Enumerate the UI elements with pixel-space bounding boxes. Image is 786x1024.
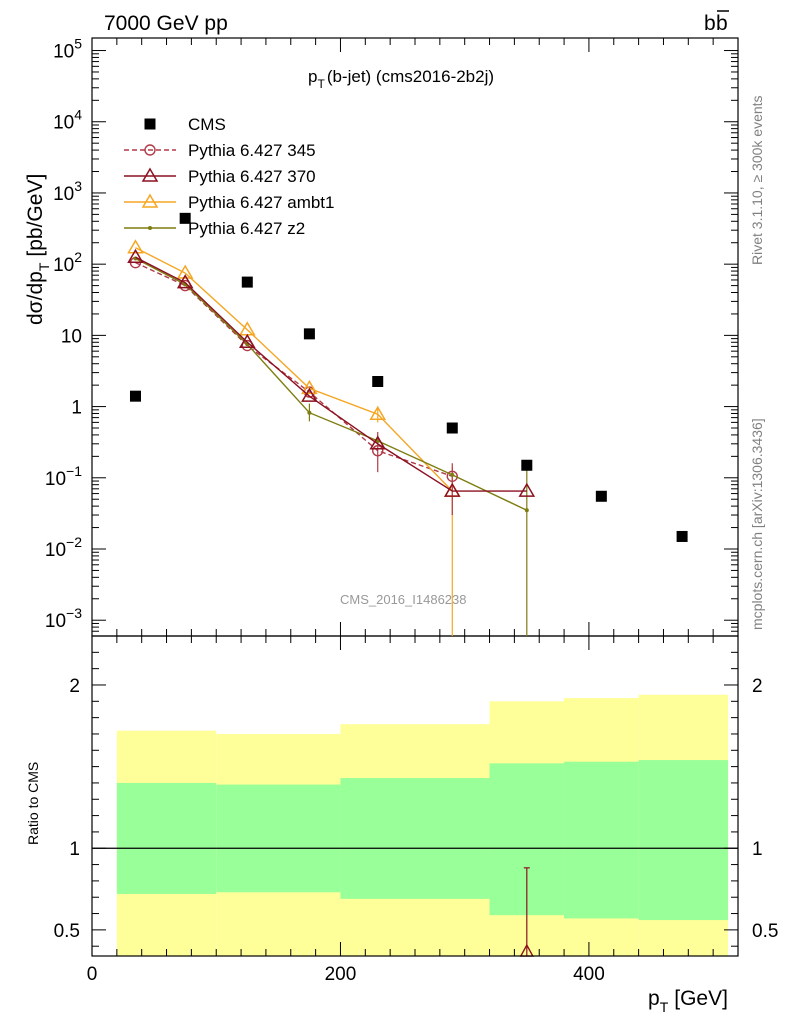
y-axis-label: dσ/dpT[pb/GeV] [24, 174, 52, 325]
data-point-p370 [301, 387, 318, 402]
ratio-tick-label-right: 0.5 [752, 921, 778, 942]
data-point-z2 [450, 472, 455, 477]
ratio-band-green [116, 782, 217, 894]
main-panel: 10−3 10−2 10−1 1 10 102 103 104 105 [45, 36, 739, 956]
data-point-cms [129, 390, 141, 402]
ratio-tick-label: 2 [69, 676, 80, 697]
data-point-cms [595, 490, 607, 502]
rivet-version-text: Rivet 3.1.10, ≥ 300k events [749, 95, 765, 265]
data-point-cms [676, 530, 688, 542]
plot-title: pT (b-jet) (cms2016-2b2j) [308, 67, 494, 91]
process-b: b [704, 12, 716, 35]
data-point-cms [446, 422, 458, 434]
legend-label-z2: Pythia 6.427 z2 [188, 219, 305, 238]
data-point-p345 [446, 470, 458, 482]
legend-marker-z2 [148, 226, 152, 230]
ratio-axis-label: Ratio to CMS [25, 762, 41, 845]
ratio-tick-label: 0.5 [54, 921, 80, 942]
data-point-cms [521, 459, 533, 471]
y-tick-label: 105 [53, 36, 82, 63]
process-bbar: b [716, 12, 728, 35]
x-tick-label: 200 [325, 964, 357, 985]
x-axis-label: pT [GeV] [648, 987, 728, 1015]
data-point-z2 [524, 508, 529, 513]
ratio-band-green [216, 784, 341, 893]
ratio-panel: 0.5 0.5 1 1 2 2 0 200 400 [54, 635, 778, 985]
header-beam-label: 7000 GeV pp [104, 12, 228, 35]
legend-marker-p345 [144, 144, 156, 156]
data-point-z2 [307, 410, 312, 415]
data-point-cms [303, 328, 315, 340]
x-tick-label: 0 [87, 964, 98, 985]
y-tick-label: 10−2 [45, 534, 82, 561]
series-line-ambt1 [135, 247, 453, 492]
ratio-band-green [564, 761, 639, 919]
data-point-p345 [241, 339, 253, 352]
y-tick-label: 1 [71, 398, 82, 419]
x-tick-label: 400 [573, 964, 605, 985]
y-tick-label: 104 [53, 107, 82, 134]
legend-label-cms: CMS [188, 115, 226, 134]
y-tick-label: 10 [61, 326, 82, 347]
data-point-ambt1 [369, 405, 387, 421]
header-process-label: b b [704, 10, 729, 35]
data-point-p370 [238, 333, 256, 349]
y-tick-label: 10−3 [45, 605, 82, 632]
y-tick-label: 102 [53, 249, 82, 276]
legend-label-p370: Pythia 6.427 370 [188, 167, 316, 186]
data-point-p370 [518, 482, 536, 497]
y-tick-label: 10−1 [45, 463, 82, 490]
legend-marker-ambt1 [141, 193, 159, 208]
data-point-p370 [443, 482, 461, 497]
data-point-p370 [176, 274, 194, 289]
analysis-watermark: CMS_2016_I1486238 [340, 592, 467, 607]
ratio-tick-label: 1 [69, 839, 80, 860]
data-point-ambt1 [301, 379, 318, 395]
legend-label-p345: Pythia 6.427 345 [188, 141, 316, 160]
y-tick-label: 103 [53, 178, 82, 205]
data-point-p345 [372, 445, 384, 457]
data-point-cms [372, 376, 384, 388]
data-point-ambt1 [127, 239, 144, 254]
legend-marker-cms [144, 118, 156, 130]
ratio-tick-label-right: 1 [752, 839, 763, 860]
series-line-z2 [135, 257, 528, 511]
series-line-p345 [135, 262, 453, 477]
data-point-p370 [127, 248, 144, 264]
mcplots-reference-text: mcplots.cern.ch [arXiv:1306.3436] [749, 418, 765, 630]
legend: CMS Pythia 6.427 345 Pythia 6.427 370 Pythi… [124, 115, 334, 238]
data-point-ambt1 [176, 264, 194, 279]
ratio-band-green [638, 760, 729, 921]
legend-label-ambt1: Pythia 6.427 ambt1 [188, 193, 334, 212]
ratio-band-green [340, 778, 490, 899]
data-point-p370 [369, 435, 387, 450]
legend-marker-p370 [141, 167, 159, 182]
series-line-p370 [135, 256, 527, 492]
data-point-cms [241, 276, 253, 288]
data-point-cms [179, 212, 191, 224]
ratio-tick-label-right: 2 [752, 676, 763, 697]
